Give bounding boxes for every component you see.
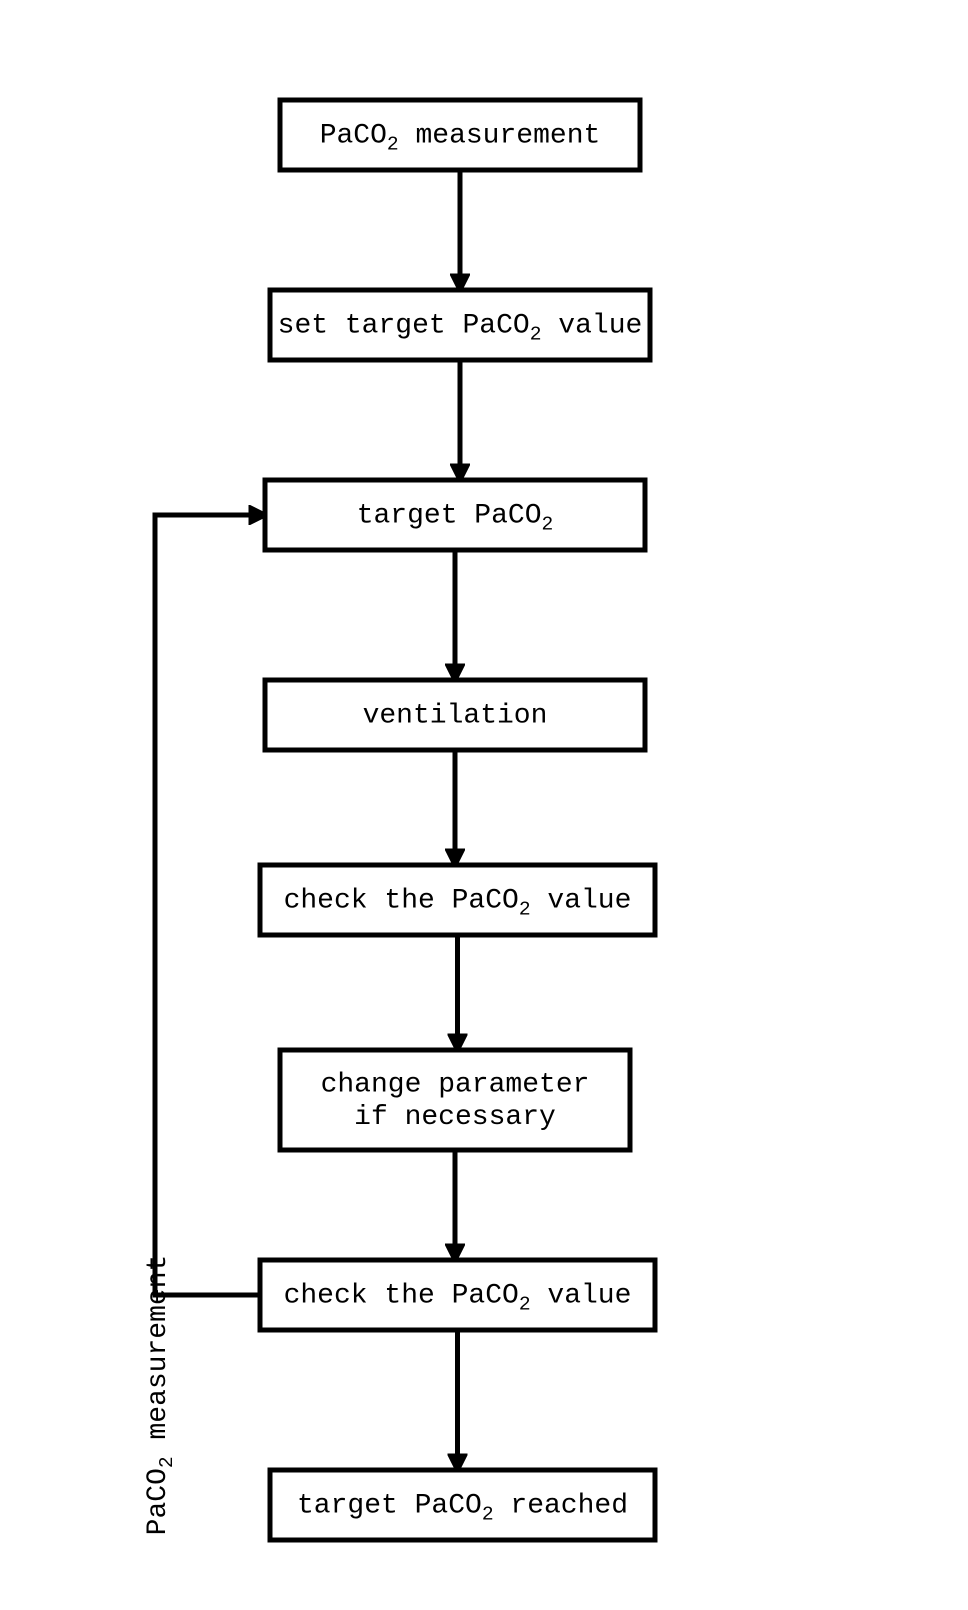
node-n2-label: set target PaCO2 value [278, 311, 643, 346]
node-n5-label: check the PaCO2 value [284, 886, 632, 921]
node-n6-label: change parameter [321, 1070, 590, 1101]
node-n7-label: check the PaCO2 value [284, 1281, 632, 1316]
side-label: PaCO2 measurement [143, 1255, 178, 1536]
flowchart-canvas: PaCO2 measurement set target PaCO2 value t… [0, 0, 968, 1610]
node-n1-label: PaCO2 measurement [320, 121, 601, 156]
node-n3-label: target PaCO2 [357, 501, 554, 536]
feedback-edge [155, 515, 265, 1295]
node-n4-label: ventilation [363, 701, 548, 732]
node-n6-label: if necessary [354, 1102, 556, 1133]
side-label-text: PaCO2 measurement [143, 1255, 178, 1536]
node-n8-label: target PaCO2 reached [297, 1491, 628, 1526]
